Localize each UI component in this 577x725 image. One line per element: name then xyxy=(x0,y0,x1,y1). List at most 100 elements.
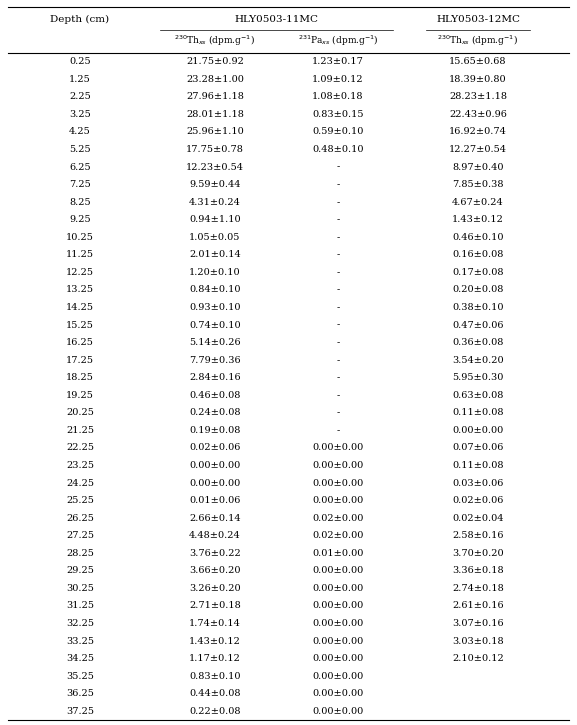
Text: -: - xyxy=(336,338,340,347)
Text: 2.84±0.16: 2.84±0.16 xyxy=(189,373,241,382)
Text: 0.84±0.10: 0.84±0.10 xyxy=(189,286,241,294)
Text: 2.66±0.14: 2.66±0.14 xyxy=(189,513,241,523)
Text: 0.00±0.00: 0.00±0.00 xyxy=(312,444,364,452)
Text: 0.17±0.08: 0.17±0.08 xyxy=(452,268,504,277)
Text: 15.25: 15.25 xyxy=(66,320,94,330)
Text: -: - xyxy=(336,356,340,365)
Text: 12.27±0.54: 12.27±0.54 xyxy=(449,145,507,154)
Text: 0.00±0.00: 0.00±0.00 xyxy=(312,619,364,628)
Text: 1.20±0.10: 1.20±0.10 xyxy=(189,268,241,277)
Text: 0.59±0.10: 0.59±0.10 xyxy=(312,128,364,136)
Text: 0.94±1.10: 0.94±1.10 xyxy=(189,215,241,224)
Text: -: - xyxy=(336,268,340,277)
Text: 35.25: 35.25 xyxy=(66,671,94,681)
Text: 0.02±0.06: 0.02±0.06 xyxy=(189,444,241,452)
Text: 1.08±0.18: 1.08±0.18 xyxy=(312,92,364,102)
Text: 3.07±0.16: 3.07±0.16 xyxy=(452,619,504,628)
Text: 6.25: 6.25 xyxy=(69,162,91,172)
Text: 0.00±0.00: 0.00±0.00 xyxy=(189,478,241,487)
Text: 27.96±1.18: 27.96±1.18 xyxy=(186,92,244,102)
Text: 3.26±0.20: 3.26±0.20 xyxy=(189,584,241,593)
Text: 3.03±0.18: 3.03±0.18 xyxy=(452,637,504,645)
Text: 18.25: 18.25 xyxy=(66,373,94,382)
Text: 22.25: 22.25 xyxy=(66,444,94,452)
Text: 22.43±0.96: 22.43±0.96 xyxy=(449,110,507,119)
Text: 29.25: 29.25 xyxy=(66,566,94,576)
Text: 0.00±0.00: 0.00±0.00 xyxy=(312,478,364,487)
Text: 0.00±0.00: 0.00±0.00 xyxy=(312,654,364,663)
Text: -: - xyxy=(336,303,340,312)
Text: 9.59±0.44: 9.59±0.44 xyxy=(189,180,241,189)
Text: 1.74±0.14: 1.74±0.14 xyxy=(189,619,241,628)
Text: 0.02±0.00: 0.02±0.00 xyxy=(312,531,364,540)
Text: 31.25: 31.25 xyxy=(66,602,94,610)
Text: 0.11±0.08: 0.11±0.08 xyxy=(452,461,504,470)
Text: 1.09±0.12: 1.09±0.12 xyxy=(312,75,364,84)
Text: 15.65±0.68: 15.65±0.68 xyxy=(449,57,507,66)
Text: HLY0503-11MC: HLY0503-11MC xyxy=(234,14,319,23)
Text: 17.25: 17.25 xyxy=(66,356,94,365)
Text: 0.01±0.06: 0.01±0.06 xyxy=(189,496,241,505)
Text: 0.47±0.06: 0.47±0.06 xyxy=(452,320,504,330)
Text: 2.10±0.12: 2.10±0.12 xyxy=(452,654,504,663)
Text: 0.44±0.08: 0.44±0.08 xyxy=(189,689,241,698)
Text: 21.25: 21.25 xyxy=(66,426,94,435)
Text: 2.61±0.16: 2.61±0.16 xyxy=(452,602,504,610)
Text: 0.02±0.06: 0.02±0.06 xyxy=(452,496,504,505)
Text: 12.25: 12.25 xyxy=(66,268,94,277)
Text: -: - xyxy=(336,408,340,418)
Text: -: - xyxy=(336,426,340,435)
Text: $^{230}$Th$_{xs}$ (dpm.g$^{-1}$): $^{230}$Th$_{xs}$ (dpm.g$^{-1}$) xyxy=(437,34,519,48)
Text: -: - xyxy=(336,162,340,172)
Text: 0.20±0.08: 0.20±0.08 xyxy=(452,286,504,294)
Text: 0.02±0.04: 0.02±0.04 xyxy=(452,513,504,523)
Text: 8.97±0.40: 8.97±0.40 xyxy=(452,162,504,172)
Text: 0.00±0.00: 0.00±0.00 xyxy=(312,496,364,505)
Text: 0.83±0.10: 0.83±0.10 xyxy=(189,671,241,681)
Text: 25.96±1.10: 25.96±1.10 xyxy=(186,128,244,136)
Text: 9.25: 9.25 xyxy=(69,215,91,224)
Text: 26.25: 26.25 xyxy=(66,513,94,523)
Text: 3.36±0.18: 3.36±0.18 xyxy=(452,566,504,576)
Text: 0.83±0.15: 0.83±0.15 xyxy=(312,110,364,119)
Text: -: - xyxy=(336,215,340,224)
Text: 10.25: 10.25 xyxy=(66,233,94,242)
Text: 0.46±0.08: 0.46±0.08 xyxy=(189,391,241,399)
Text: -: - xyxy=(336,320,340,330)
Text: 1.25: 1.25 xyxy=(69,75,91,84)
Text: 0.07±0.06: 0.07±0.06 xyxy=(452,444,504,452)
Text: 12.23±0.54: 12.23±0.54 xyxy=(186,162,244,172)
Text: -: - xyxy=(336,233,340,242)
Text: 7.85±0.38: 7.85±0.38 xyxy=(452,180,504,189)
Text: 5.14±0.26: 5.14±0.26 xyxy=(189,338,241,347)
Text: 0.00±0.00: 0.00±0.00 xyxy=(312,637,364,645)
Text: 0.00±0.00: 0.00±0.00 xyxy=(312,689,364,698)
Text: Depth (cm): Depth (cm) xyxy=(50,14,110,24)
Text: 0.36±0.08: 0.36±0.08 xyxy=(452,338,504,347)
Text: 25.25: 25.25 xyxy=(66,496,94,505)
Text: 2.71±0.18: 2.71±0.18 xyxy=(189,602,241,610)
Text: 0.93±0.10: 0.93±0.10 xyxy=(189,303,241,312)
Text: 0.22±0.08: 0.22±0.08 xyxy=(189,707,241,716)
Text: 37.25: 37.25 xyxy=(66,707,94,716)
Text: 28.01±1.18: 28.01±1.18 xyxy=(186,110,244,119)
Text: 27.25: 27.25 xyxy=(66,531,94,540)
Text: 36.25: 36.25 xyxy=(66,689,94,698)
Text: 24.25: 24.25 xyxy=(66,478,94,487)
Text: 0.00±0.00: 0.00±0.00 xyxy=(452,426,504,435)
Text: 0.24±0.08: 0.24±0.08 xyxy=(189,408,241,418)
Text: 0.00±0.00: 0.00±0.00 xyxy=(189,461,241,470)
Text: 4.48±0.24: 4.48±0.24 xyxy=(189,531,241,540)
Text: 4.31±0.24: 4.31±0.24 xyxy=(189,198,241,207)
Text: 28.23±1.18: 28.23±1.18 xyxy=(449,92,507,102)
Text: 0.63±0.08: 0.63±0.08 xyxy=(452,391,504,399)
Text: 1.23±0.17: 1.23±0.17 xyxy=(312,57,364,66)
Text: 1.43±0.12: 1.43±0.12 xyxy=(452,215,504,224)
Text: 8.25: 8.25 xyxy=(69,198,91,207)
Text: -: - xyxy=(336,250,340,260)
Text: HLY0503-12MC: HLY0503-12MC xyxy=(436,14,520,23)
Text: 2.25: 2.25 xyxy=(69,92,91,102)
Text: 0.46±0.10: 0.46±0.10 xyxy=(452,233,504,242)
Text: -: - xyxy=(336,373,340,382)
Text: -: - xyxy=(336,198,340,207)
